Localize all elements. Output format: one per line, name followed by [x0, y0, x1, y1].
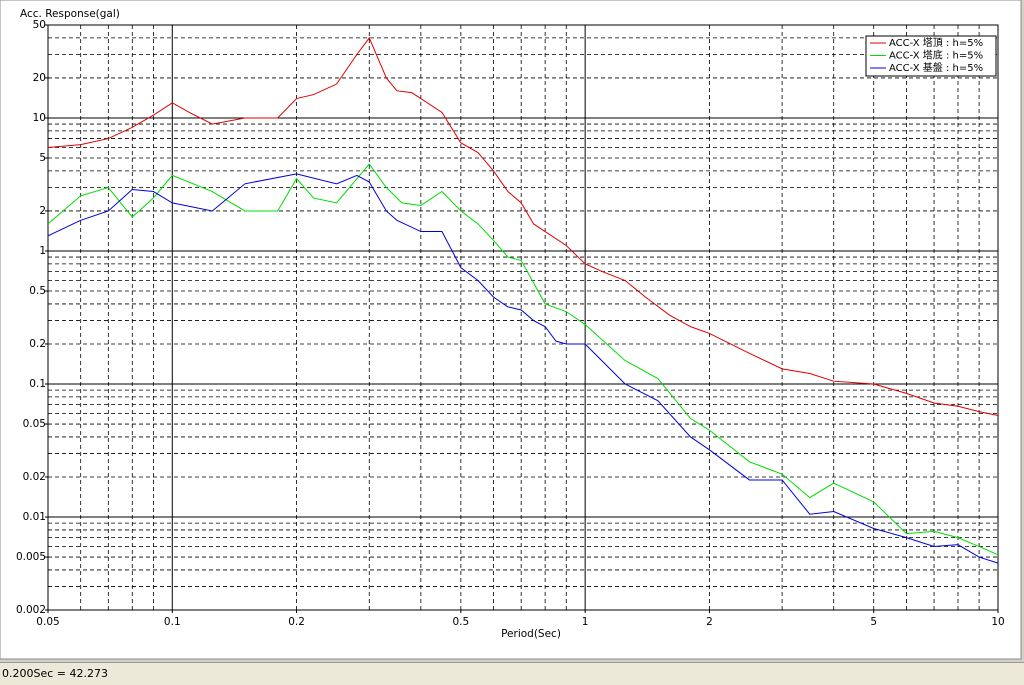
- x-tick-label: 1: [582, 616, 589, 628]
- series-line: [47, 163, 999, 556]
- y-tick-label: 50: [33, 19, 46, 31]
- legend-label: ACC-X 塔底 : h=5%: [889, 49, 983, 62]
- x-tick-label: 2: [706, 616, 713, 628]
- y-tick-label: 0.005: [16, 551, 46, 563]
- y-tick-label: 20: [33, 72, 46, 84]
- status-bar: 0.200Sec = 42.273: [0, 662, 1024, 685]
- y-tick-label: 0.002: [16, 604, 46, 616]
- y-tick-label: 5: [39, 152, 46, 164]
- x-tick-label: 0.2: [288, 616, 305, 628]
- chart-frame: [0, 0, 1022, 660]
- y-tick-label: 10: [33, 112, 46, 124]
- y-tick-label: 2: [39, 205, 46, 217]
- y-tick-label: 0.1: [29, 378, 46, 390]
- legend-label: ACC-X 基盤 : h=5%: [889, 61, 983, 74]
- x-tick-label: 10: [991, 616, 1004, 628]
- x-tick-label: 0.1: [164, 616, 181, 628]
- series-line: [47, 36, 999, 416]
- y-tick-label: 1: [39, 245, 46, 257]
- y-tick-label: 0.2: [29, 338, 46, 350]
- legend-box: [865, 35, 997, 77]
- x-tick-label: 0.5: [453, 616, 470, 628]
- y-tick-label: 0.5: [29, 285, 46, 297]
- plot-border: [47, 24, 999, 611]
- legend-label: ACC-X 塔頂 : h=5%: [889, 36, 983, 49]
- x-tick-label: 5: [870, 616, 877, 628]
- y-tick-label: 0.01: [23, 511, 46, 523]
- chart: Acc. Response(gal) Period(Sec) 0.05 0.1 0.…: [0, 0, 1022, 660]
- y-tick-label: 0.02: [23, 471, 46, 483]
- x-tick-label: 0.05: [36, 616, 59, 628]
- y-tick-label: 0.05: [23, 418, 46, 430]
- series-line: [47, 173, 999, 564]
- chart-title: Acc. Response(gal): [20, 8, 120, 20]
- x-axis-label: Period(Sec): [501, 628, 561, 640]
